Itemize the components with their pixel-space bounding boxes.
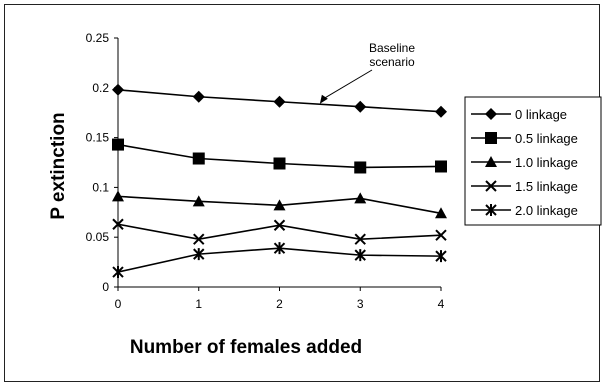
y-tick-label: 0.25 bbox=[86, 31, 110, 45]
axes: 0 0.05 0.1 0.15 0.2 0.25 0 1 2 3 4 bbox=[86, 31, 445, 311]
data-point bbox=[112, 190, 124, 202]
data-point bbox=[273, 157, 286, 170]
data-point bbox=[435, 105, 447, 118]
data-point bbox=[273, 199, 286, 211]
legend-marker bbox=[485, 180, 497, 192]
legend-marker bbox=[485, 204, 497, 216]
y-tick-label: 0.05 bbox=[86, 230, 110, 244]
annotation-text: scenario bbox=[369, 55, 415, 69]
x-tick-label: 0 bbox=[115, 297, 122, 311]
y-tick-label: 0.1 bbox=[92, 180, 109, 194]
legend-label: 0.5 linkage bbox=[515, 131, 578, 146]
y-tick-label: 0.15 bbox=[86, 131, 110, 145]
data-point bbox=[354, 192, 367, 204]
legend-label: 0 linkage bbox=[515, 107, 567, 122]
series-1 bbox=[112, 138, 447, 174]
legend-marker bbox=[485, 132, 497, 144]
legend-marker bbox=[485, 108, 497, 120]
series-0 bbox=[112, 83, 447, 118]
series-layer bbox=[112, 83, 447, 279]
series-3 bbox=[112, 218, 447, 245]
legend-label: 1.5 linkage bbox=[515, 179, 578, 194]
annotation-arrow-line bbox=[321, 69, 373, 101]
annotation-arrow-head bbox=[319, 94, 328, 104]
legend-label: 2.0 linkage bbox=[515, 203, 578, 218]
y-tick-label: 0.2 bbox=[92, 81, 109, 95]
data-point bbox=[435, 207, 447, 219]
annotation-text: Baseline bbox=[369, 41, 415, 55]
data-point bbox=[112, 138, 124, 151]
x-tick-label: 4 bbox=[438, 297, 445, 311]
data-point bbox=[193, 233, 205, 245]
data-point bbox=[354, 100, 367, 113]
data-point bbox=[193, 248, 205, 261]
series-4 bbox=[112, 242, 447, 279]
legend-box bbox=[464, 96, 602, 226]
data-point bbox=[435, 160, 447, 173]
data-point bbox=[354, 233, 366, 245]
data-point bbox=[273, 242, 286, 255]
data-point bbox=[112, 218, 124, 230]
legend-label: 1.0 linkage bbox=[515, 155, 578, 170]
series-2 bbox=[112, 190, 447, 219]
x-tick-label: 3 bbox=[357, 297, 364, 311]
data-point bbox=[273, 219, 286, 231]
legend: 0 linkage 0.5 linkage 1.0 linkage 1.5 linka… bbox=[464, 96, 602, 226]
y-tick-label: 0 bbox=[102, 280, 109, 294]
data-point bbox=[192, 152, 205, 165]
legend-marker bbox=[485, 156, 497, 167]
x-tick-label: 1 bbox=[195, 297, 202, 311]
data-point bbox=[192, 195, 205, 207]
data-point bbox=[273, 95, 286, 108]
x-tick-label: 2 bbox=[276, 297, 283, 311]
data-point bbox=[435, 229, 447, 241]
data-point bbox=[435, 250, 447, 263]
data-point bbox=[354, 249, 366, 262]
data-point bbox=[354, 161, 367, 174]
x-axis-title: Number of females added bbox=[130, 337, 362, 358]
data-point bbox=[112, 266, 124, 279]
y-axis-title: P extinction bbox=[48, 112, 69, 219]
data-point bbox=[112, 83, 124, 96]
data-point bbox=[192, 90, 205, 103]
